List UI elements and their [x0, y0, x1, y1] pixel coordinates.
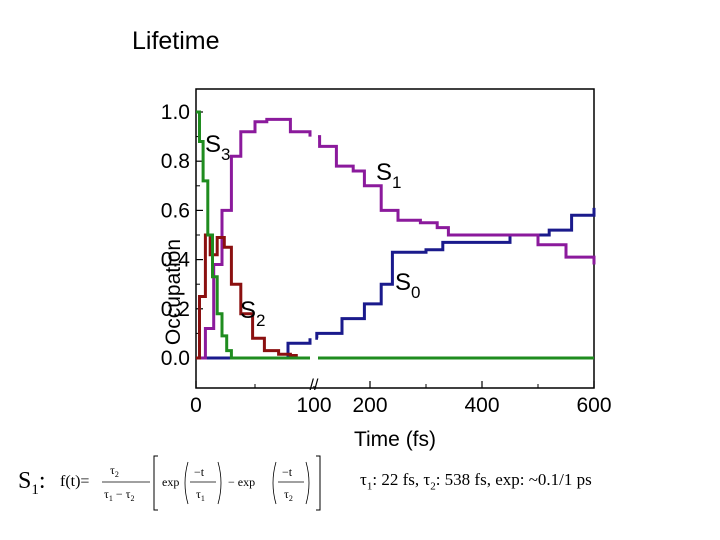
- formula-tau2-den: τ2: [284, 487, 293, 503]
- x-axis-title: Time (fs): [354, 428, 436, 451]
- formula-denominator: τ1− τ2: [104, 487, 134, 503]
- x-tick-label: 200: [352, 394, 387, 417]
- state-label-s3: S3: [205, 131, 230, 164]
- axis-break-mark: //: [310, 377, 319, 394]
- state-label-s0: S0: [395, 269, 420, 302]
- formula-minus-t-2: −t: [282, 465, 293, 479]
- formula-label: S1:: [18, 468, 46, 498]
- formula-tau2: τ2: [110, 463, 119, 479]
- y-tick-label: 1.0: [161, 101, 190, 124]
- chart-axes: 0.0 0.2 0.4 0.6 0.8 1.0 0 100 200 400 600 // Time (f…: [161, 88, 612, 451]
- y-tick-label: 0.0: [161, 347, 190, 370]
- y-tick-label: 0.2: [161, 298, 190, 321]
- chart-series: [196, 110, 596, 360]
- y-axis-title: Occupation: [162, 239, 185, 345]
- lifetimes-text: τ1: 22 fs, τ2: 538 fs, exp: ~0.1/1 ps: [360, 470, 592, 493]
- lifetime-formula: f(t)= τ2 τ1− τ2 exp −t τ1 − exp −t τ2: [60, 455, 321, 511]
- state-label-s1: S1: [376, 159, 401, 192]
- chart-labels: S0 S1 S2 S3: [205, 131, 420, 330]
- formula-minus-exp: − exp: [228, 475, 255, 489]
- y-tick-label: 0.8: [161, 150, 190, 173]
- formula-tau1: τ1: [196, 487, 205, 503]
- x-tick-label: 600: [576, 394, 611, 417]
- state-label-s2: S2: [240, 297, 265, 330]
- x-tick-label: 100: [296, 394, 331, 417]
- y-tick-label: 0.4: [161, 249, 191, 272]
- axis-break-gap: [311, 91, 317, 386]
- y-tick-label: 0.6: [161, 199, 190, 222]
- x-tick-label: 400: [464, 394, 499, 417]
- formula-lhs: f(t)=: [60, 473, 89, 490]
- plot-frame: [195, 88, 595, 389]
- series-line-s2: [196, 233, 310, 360]
- slide-title: Lifetime: [132, 27, 220, 55]
- formula-exp1: exp: [162, 475, 179, 489]
- series-line-s1: [196, 117, 312, 360]
- x-tick-label: 0: [190, 394, 202, 417]
- formula-minus-t-1: −t: [194, 465, 205, 479]
- series-line-s1: [318, 135, 596, 265]
- series-line-s0: [315, 207, 596, 340]
- series-line-s3: [196, 110, 310, 360]
